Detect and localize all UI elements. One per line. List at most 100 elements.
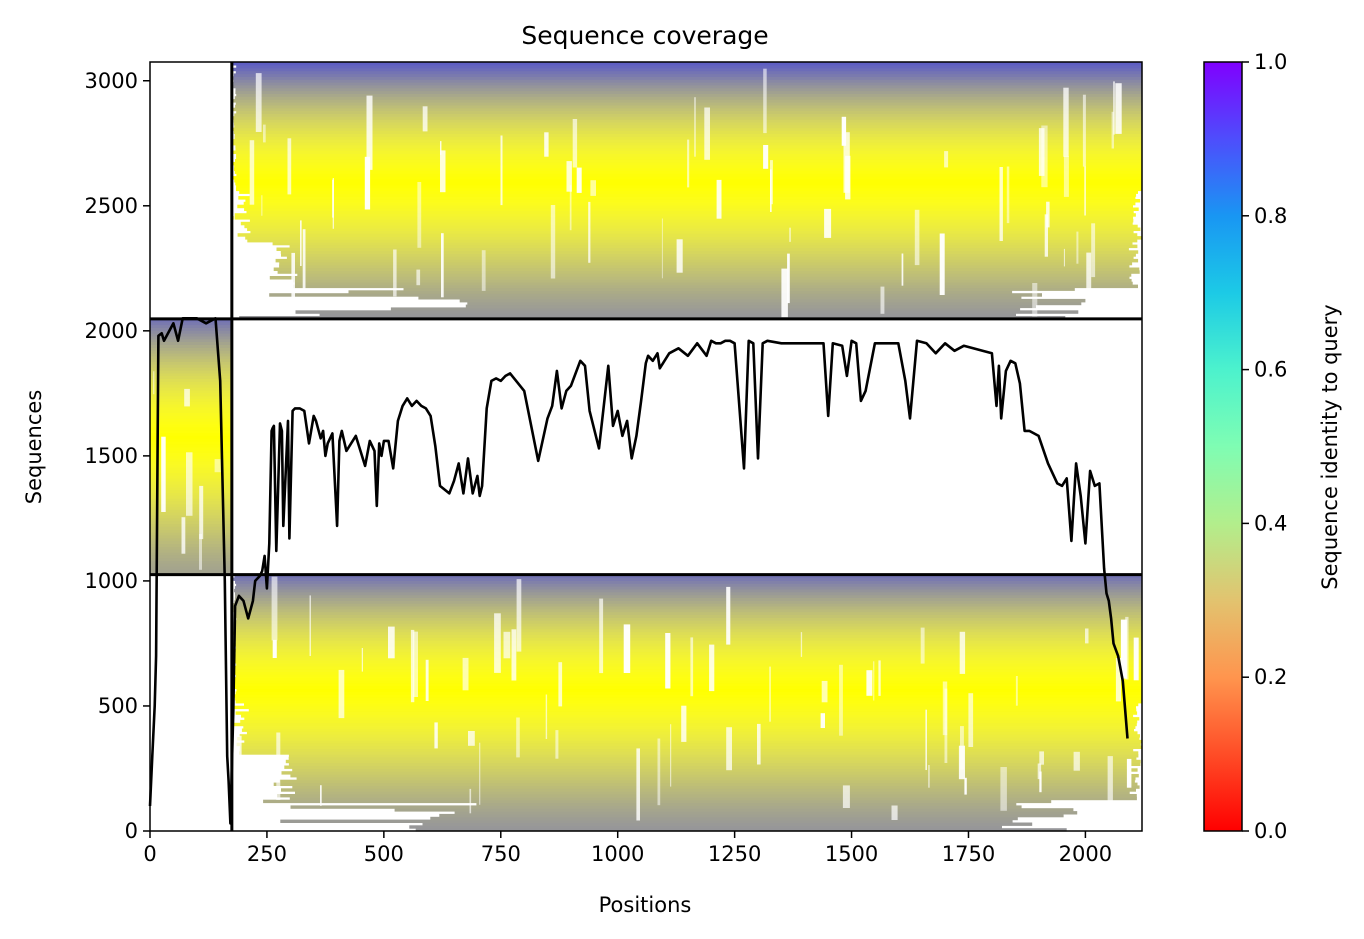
coverage-gap (925, 709, 927, 770)
coverage-gap (968, 693, 974, 747)
heatmap-cell (236, 93, 1142, 97)
heatmap-cell (150, 560, 232, 564)
heatmap-cell (235, 691, 1143, 695)
heatmap-cell (232, 643, 1142, 647)
heatmap-cell (348, 290, 1013, 294)
heatmap-cell (319, 313, 1017, 317)
coverage-gap (958, 745, 965, 780)
heatmap-cell (273, 267, 1140, 271)
coverage-gap (588, 201, 591, 263)
heatmap-cell (275, 258, 1139, 263)
heatmap-cell (454, 811, 1078, 815)
heatmap-cell (233, 73, 1143, 77)
heatmap-cell (150, 449, 232, 453)
coverage-gap (300, 220, 302, 266)
heatmap-cell (150, 387, 232, 391)
heatmap-block-top (232, 62, 1143, 320)
heatmap-cell (150, 515, 232, 519)
heatmap-cell (234, 680, 1142, 684)
coverage-gap (440, 150, 446, 193)
coverage-gap (153, 371, 155, 395)
heatmap-cell (245, 236, 1142, 240)
heatmap-cell (235, 580, 1142, 584)
coverage-gap (516, 717, 520, 758)
heatmap-cell (272, 241, 1133, 246)
heatmap-cell (150, 532, 232, 536)
coverage-gap (422, 106, 428, 132)
coverage-gap (1126, 758, 1132, 788)
heatmap-cell (244, 207, 1139, 211)
coverage-gap (287, 138, 292, 195)
heatmap-cell (233, 637, 1143, 641)
heatmap-cell (235, 677, 1142, 681)
heatmap-cell (233, 634, 1142, 638)
heatmap-cell (235, 104, 1143, 109)
coverage-gap (366, 95, 373, 170)
heatmap-cell (234, 586, 1142, 590)
heatmap-cell (415, 828, 1067, 832)
heatmap-cell (150, 372, 232, 377)
heatmap-cell (234, 671, 1142, 675)
heatmap-cell (280, 250, 1139, 254)
heatmap-cell (289, 244, 1138, 249)
heatmap-cell (150, 566, 232, 570)
coverage-gap (416, 269, 421, 286)
heatmap-cell (292, 768, 1138, 772)
coverage-gap (661, 218, 663, 279)
coverage-gap (1000, 767, 1007, 811)
heatmap-cell (150, 375, 232, 380)
heatmap-cell (233, 628, 1142, 633)
heatmap-cell (235, 674, 1142, 678)
heatmap-cell (276, 247, 1129, 251)
heatmap-cell (248, 708, 1137, 712)
heatmap-cell (150, 395, 232, 399)
colorbar-tick-label: 0.2 (1254, 665, 1287, 689)
coverage-gap (665, 633, 671, 689)
heatmap-cell (235, 594, 1143, 598)
coverage-gap (272, 639, 277, 658)
y-axis-label: Sequences (22, 390, 46, 505)
coverage-gap (959, 631, 966, 674)
heatmap-cell (439, 813, 1064, 818)
heatmap-cell (236, 688, 1142, 692)
heatmap-cell (150, 381, 232, 385)
coverage-gap (1111, 111, 1114, 149)
heatmap-cell (232, 107, 1143, 112)
heatmap-cell (150, 333, 232, 337)
coverage-gap (462, 657, 469, 691)
heatmap-cell (476, 802, 1017, 806)
colorbar-tick-label: 0.8 (1254, 204, 1287, 228)
heatmap-cell (150, 367, 232, 371)
coverage-gap (545, 694, 548, 739)
heatmap-cell (234, 133, 1142, 137)
heatmap-cell (234, 614, 1143, 618)
coverage-gap (1015, 676, 1018, 706)
coverage-gap (1039, 771, 1042, 793)
heatmap-cell (290, 805, 1022, 809)
coverage-gap (271, 576, 278, 641)
x-tick-label: 1000 (591, 842, 644, 866)
coverage-gap (1082, 94, 1086, 167)
heatmap-cell (277, 270, 1140, 274)
coverage-gap (841, 116, 847, 146)
heatmap-cell (233, 82, 1142, 86)
heatmap-cell (273, 782, 1138, 786)
heatmap-cell (150, 384, 232, 388)
heatmap-cell (150, 432, 232, 436)
heatmap-cell (241, 714, 1134, 718)
coverage-gap (1115, 83, 1122, 134)
heatmap-cell (236, 187, 1142, 192)
heatmap-cell (150, 523, 232, 527)
coverage-gap (1041, 125, 1048, 188)
heatmap-cell (236, 110, 1142, 114)
heatmap-cell (150, 404, 232, 408)
heatmap-cell (239, 190, 1138, 194)
coverage-gap (939, 233, 945, 295)
heatmap-cell (235, 591, 1142, 596)
coverage-gap (516, 579, 522, 652)
coverage-gap (757, 723, 761, 765)
coverage-gap (1125, 616, 1129, 680)
heatmap-cell (235, 70, 1143, 75)
heatmap-cell (150, 529, 232, 533)
heatmap-cell (150, 358, 232, 362)
